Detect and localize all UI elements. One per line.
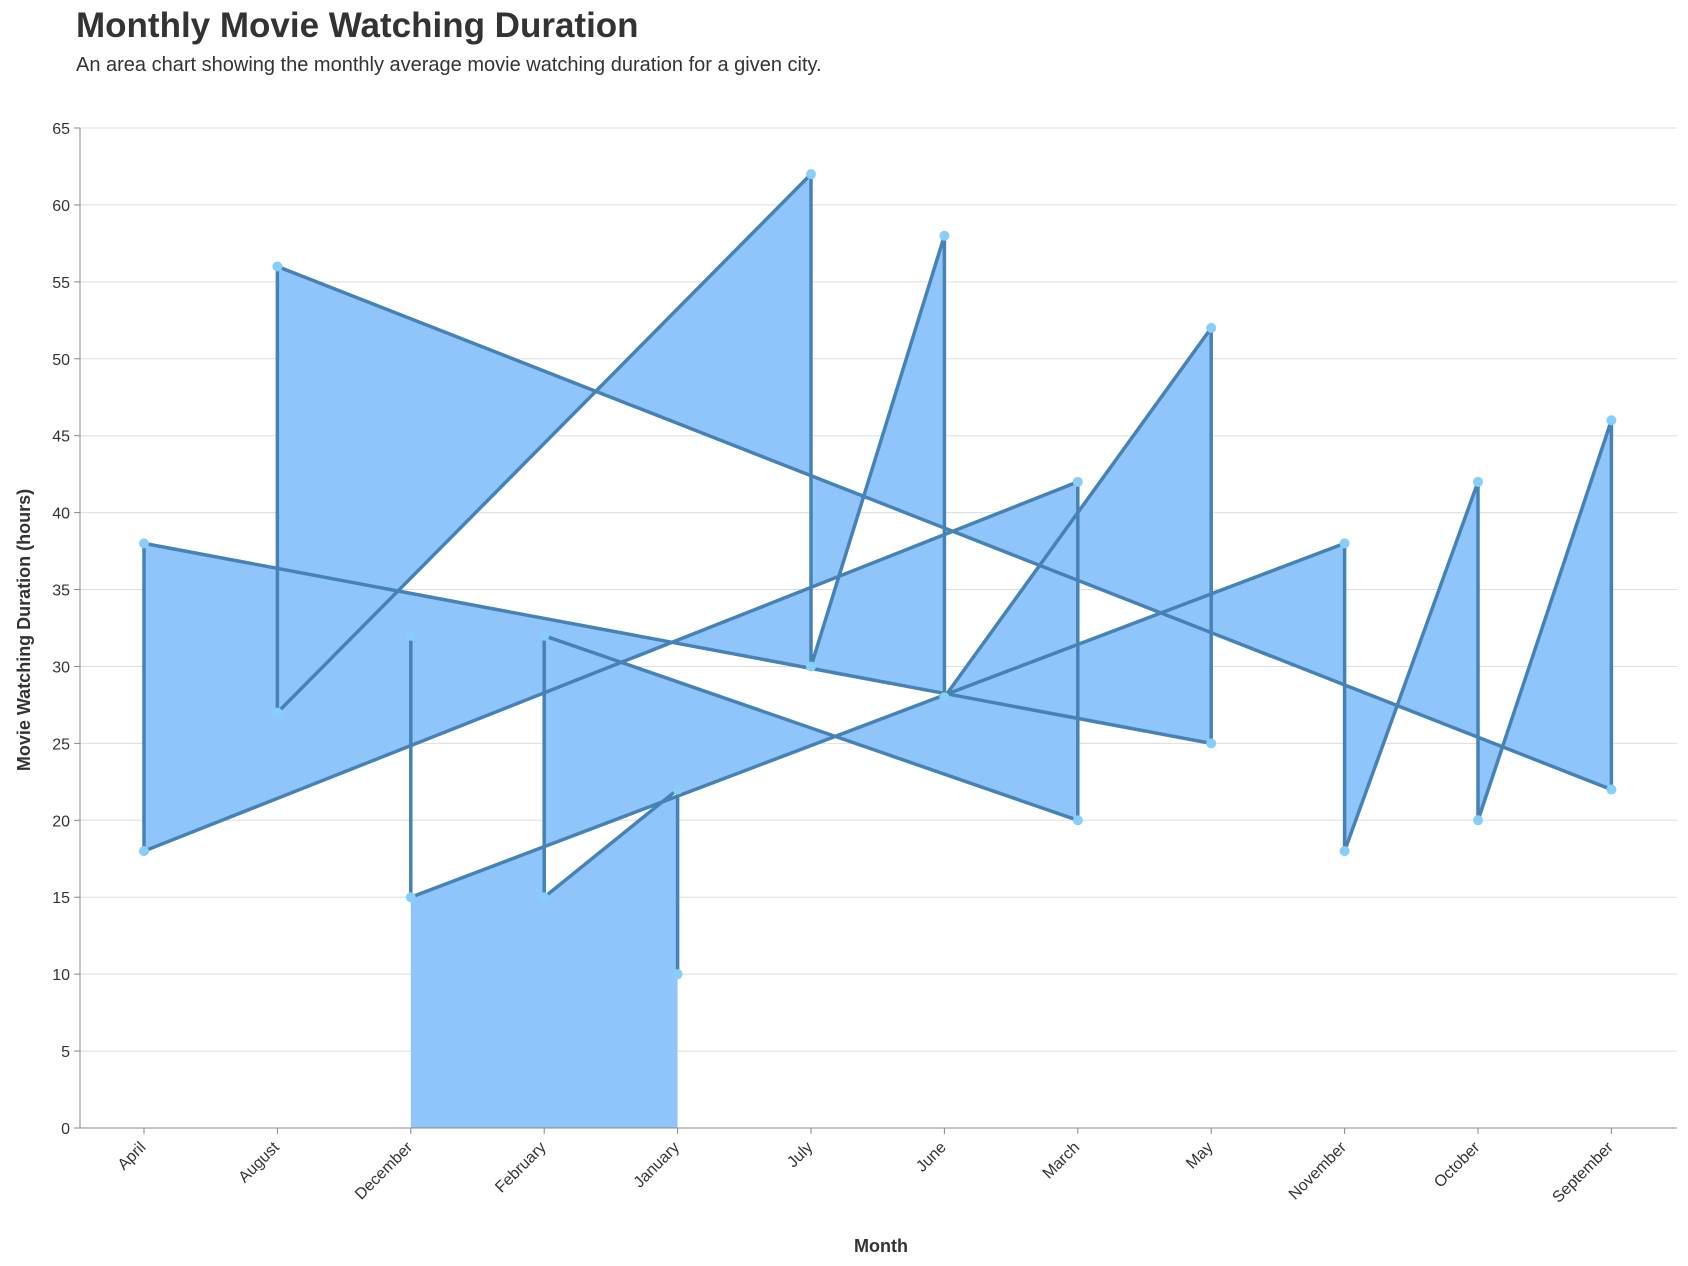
data-point: February: 32 (539, 630, 550, 641)
data-point: October: 42 (1473, 476, 1483, 487)
data-point: March: 20 (1072, 815, 1083, 826)
data-point: May: 52 (1206, 323, 1217, 333)
area-layer (144, 174, 1612, 1129)
y-tick-label: 50 (52, 352, 70, 369)
x-tick-label: January (631, 1139, 683, 1191)
y-tick-label: 35 (52, 583, 70, 600)
x-tick-label: August (236, 1139, 284, 1187)
data-point: January: 22 (672, 784, 683, 795)
y-tick-label: 55 (52, 275, 70, 292)
series-line (142, 169, 1614, 975)
y-tick-label: 5 (61, 1044, 70, 1061)
data-point: January: 10 (672, 969, 683, 980)
data-point: July: 62 (806, 169, 816, 180)
data-point: April: 18 (139, 846, 149, 857)
x-tick-label: June (913, 1139, 950, 1176)
x-tick-label: May (1183, 1139, 1216, 1172)
data-point: February: 15 (539, 892, 550, 903)
data-point: November: 38 (1339, 538, 1350, 549)
y-tick-label: 65 (52, 121, 70, 138)
y-tick-label: 15 (52, 890, 70, 907)
y-axis-title: Movie Watching Duration (hours) (14, 489, 34, 771)
data-point: August: 56 (272, 261, 283, 272)
data-point: August: 27 (272, 707, 283, 718)
y-tick-label: 30 (52, 659, 70, 676)
chart-title: Monthly Movie Watching Duration (76, 6, 639, 45)
data-point: October: 20 (1473, 815, 1483, 826)
x-axis-title: Month (854, 1236, 908, 1256)
y-tick-label: 60 (52, 198, 70, 215)
area-fill (144, 174, 1612, 1129)
y-tick-label: 0 (61, 1121, 70, 1138)
data-point: March: 42 (1072, 476, 1083, 487)
data-point: June: 28 (939, 692, 950, 703)
data-point: September: 22 (1606, 784, 1617, 795)
point-layer: January: 10 January: 22 February: 15 Februa… (139, 169, 1617, 980)
data-point: May: 25 (1206, 738, 1217, 749)
y-tick-label: 10 (52, 967, 70, 984)
y-tick-label: 25 (52, 736, 70, 753)
chart-subtitle: An area chart showing the monthly averag… (76, 54, 822, 76)
x-tick-label: October (1431, 1139, 1484, 1192)
line-layer (142, 169, 1614, 975)
x-tick-label: November (1286, 1139, 1351, 1204)
y-tick-label: 20 (52, 813, 70, 830)
x-tick-label: September (1549, 1139, 1617, 1207)
data-point: December: 15 (405, 892, 416, 903)
x-tick-label: December (352, 1139, 417, 1204)
data-point: April: 38 (139, 538, 149, 549)
data-point: November: 18 (1339, 846, 1350, 857)
x-tick-label: February (492, 1139, 549, 1196)
data-point: December: 32 (405, 630, 416, 641)
x-tick-label: April (115, 1139, 150, 1174)
data-point: September: 46 (1606, 415, 1617, 426)
data-point: June: 58 (939, 230, 950, 241)
x-tick-label: March (1040, 1139, 1083, 1182)
y-tick-label: 45 (52, 429, 70, 446)
data-point: July: 30 (806, 661, 816, 672)
y-tick-label: 40 (52, 506, 70, 523)
x-tick-label: July (784, 1139, 816, 1171)
